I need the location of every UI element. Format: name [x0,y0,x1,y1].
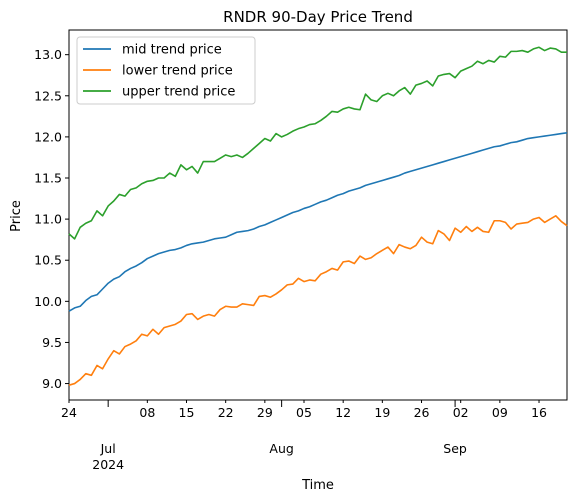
x-minor-tick-label: 15 [179,405,195,420]
x-major-tick-sublabel: 2024 [92,457,124,472]
y-tick-label: 12.0 [34,129,62,144]
x-major-tick-label: Aug [269,441,293,456]
x-axis-title: Time [301,478,334,493]
x-minor-tick-label: 26 [414,405,430,420]
x-major-tick-label: Jul [100,441,116,456]
y-tick-label: 11.0 [34,212,62,227]
y-tick-label: 10.5 [34,253,62,268]
x-minor-tick-label: 24 [61,405,77,420]
x-minor-tick-label: 29 [257,405,273,420]
y-tick-label: 10.0 [34,294,62,309]
series-line-2 [69,216,567,385]
legend: mid trend price lower trend price upper tr… [77,37,255,104]
legend-label: mid trend price [122,43,222,58]
series-line-1 [69,133,567,311]
y-tick-label: 12.5 [34,88,62,103]
x-minor-tick-label: 09 [492,405,508,420]
legend-label: lower trend price [122,64,233,79]
y-tick-label: 9.0 [42,376,62,391]
x-minor-tick-label: 08 [139,405,155,420]
chart-title: RNDR 90-Day Price Trend [223,8,413,26]
y-tick-label: 9.5 [42,335,62,350]
x-minor-tick-label: 19 [374,405,390,420]
x-major-tick-label: Sep [443,441,467,456]
x-minor-tick-label: 02 [453,405,469,420]
x-minor-tick-label: 05 [296,405,312,420]
y-axis-title: Price [9,200,24,232]
legend-label: upper trend price [122,85,235,100]
x-minor-tick-label: 16 [531,405,547,420]
x-minor-tick-label: 12 [335,405,351,420]
y-tick-label: 11.5 [34,171,62,186]
x-minor-tick-label: 22 [218,405,234,420]
y-tick-label: 13.0 [34,47,62,62]
